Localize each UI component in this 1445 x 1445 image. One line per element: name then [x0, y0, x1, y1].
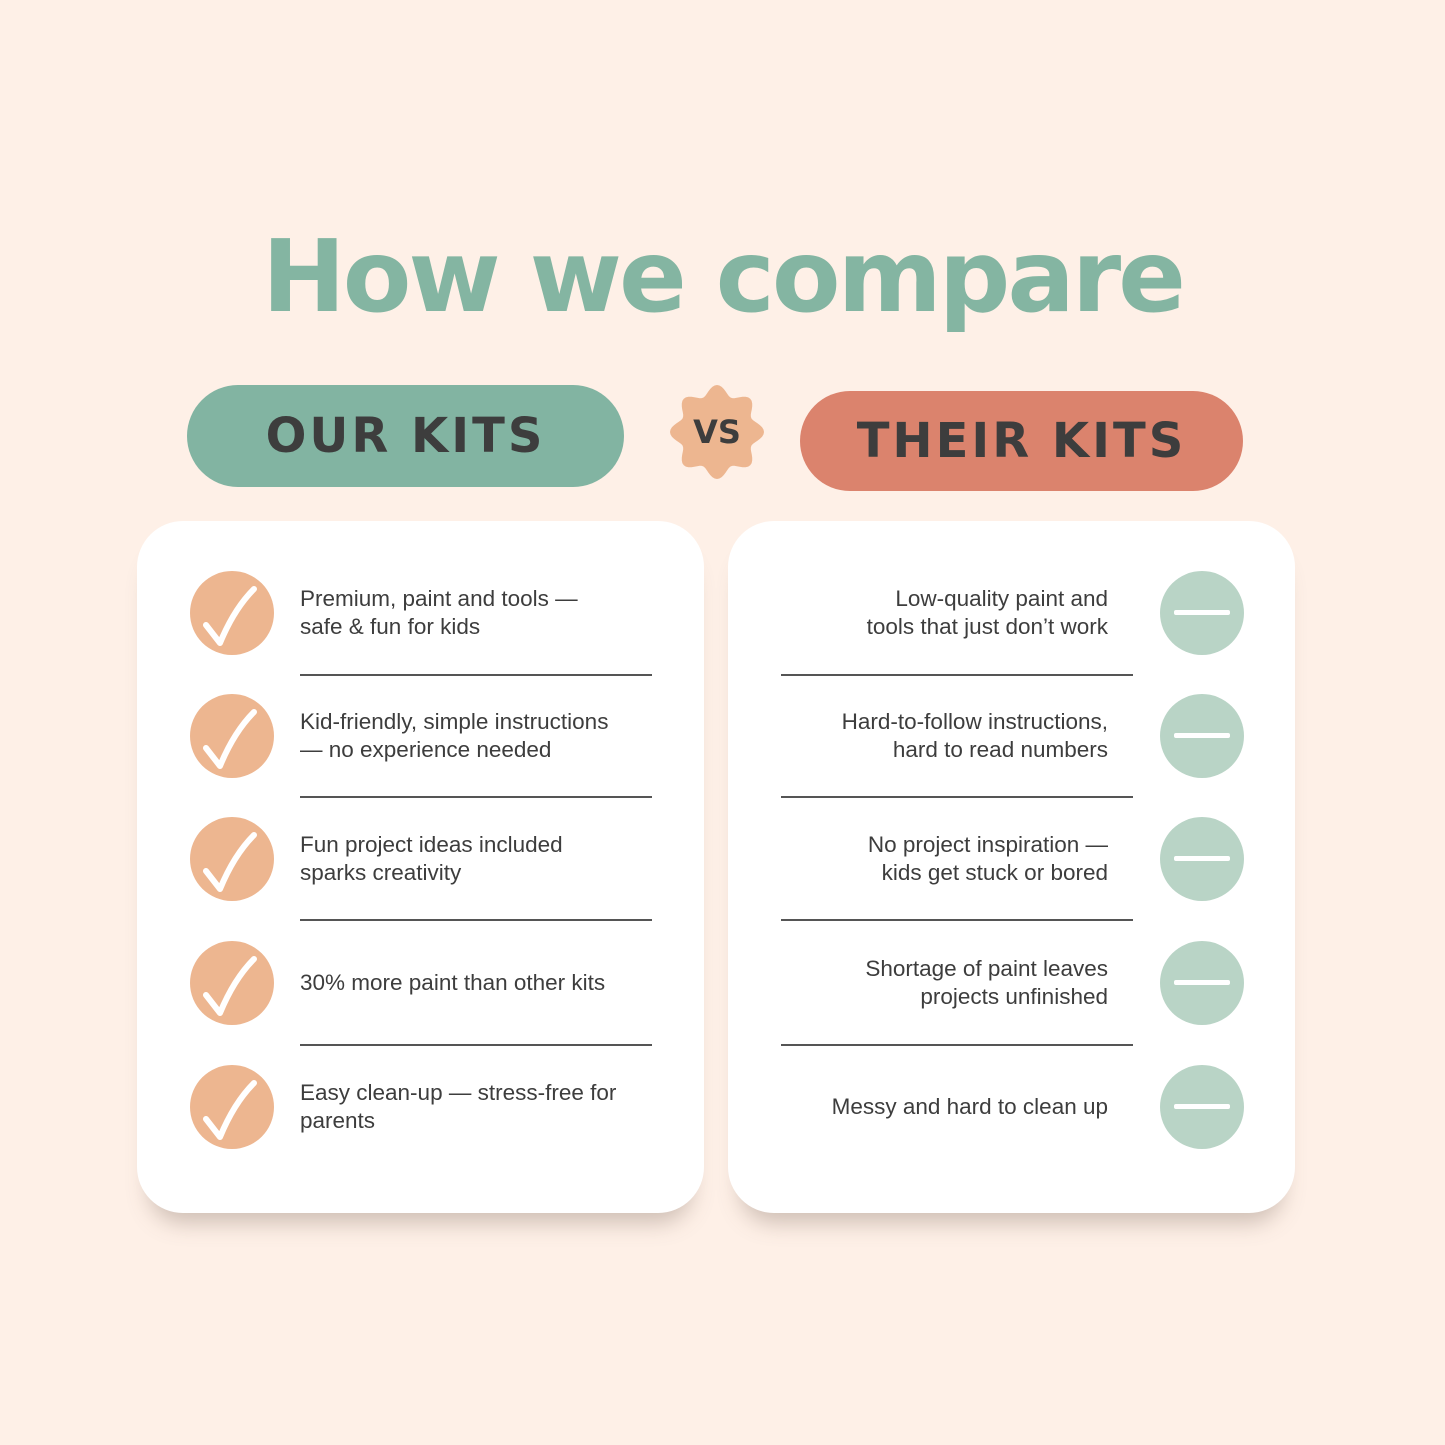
item-text-wrap: No project inspiration — kids get stuck … — [768, 817, 1108, 901]
comparison-item: Fun project ideas included sparks creati… — [137, 817, 704, 901]
divider — [781, 674, 1133, 676]
item-text: Messy and hard to clean up — [831, 1094, 1108, 1119]
item-text: Shortage of paint leaves projects unfini… — [865, 956, 1108, 1009]
dash-icon — [1160, 941, 1244, 1025]
comparison-item: Shortage of paint leaves projects unfini… — [728, 941, 1295, 1025]
divider — [300, 1044, 652, 1046]
comparison-item: Easy clean-up — stress-free for parents — [137, 1065, 704, 1149]
check-icon — [190, 571, 274, 655]
check-icon — [190, 941, 274, 1025]
comparison-item: 30% more paint than other kits — [137, 941, 704, 1025]
item-text-wrap: 30% more paint than other kits — [300, 941, 670, 1025]
divider — [781, 796, 1133, 798]
comparison-item: No project inspiration — kids get stuck … — [728, 817, 1295, 901]
divider — [781, 919, 1133, 921]
dash-icon — [1160, 1065, 1244, 1149]
our-kits-card: Premium, paint and tools — safe & fun fo… — [137, 521, 704, 1213]
item-text: No project inspiration — kids get stuck … — [867, 832, 1108, 885]
comparison-item: Kid-friendly, simple instructions — no e… — [137, 694, 704, 778]
item-text-wrap: Messy and hard to clean up — [768, 1065, 1108, 1149]
item-text-wrap: Easy clean-up — stress-free for parents — [300, 1065, 670, 1149]
item-text-wrap: Low-quality paint and tools that just do… — [768, 571, 1108, 655]
item-text: Fun project ideas included sparks creati… — [300, 832, 563, 885]
their-kits-card: Low-quality paint and tools that just do… — [728, 521, 1295, 1213]
check-icon — [190, 694, 274, 778]
item-text-wrap: Hard-to-follow instructions, hard to rea… — [768, 694, 1108, 778]
item-text: Easy clean-up — stress-free for parents — [300, 1080, 617, 1133]
item-text: Kid-friendly, simple instructions — no e… — [300, 709, 609, 762]
item-text-wrap: Premium, paint and tools — safe & fun fo… — [300, 571, 670, 655]
dash-icon — [1160, 694, 1244, 778]
item-text-wrap: Fun project ideas included sparks creati… — [300, 817, 670, 901]
item-text: 30% more paint than other kits — [300, 970, 606, 995]
comparison-item: Messy and hard to clean up — [728, 1065, 1295, 1149]
item-text: Premium, paint and tools — safe & fun fo… — [300, 586, 578, 639]
check-icon — [190, 1065, 274, 1149]
page-title: How we compare — [262, 218, 1186, 335]
check-icon — [190, 817, 274, 901]
item-text: Hard-to-follow instructions, hard to rea… — [841, 709, 1108, 762]
divider — [781, 1044, 1133, 1046]
dash-icon — [1160, 571, 1244, 655]
badge-shape-icon — [670, 385, 764, 479]
item-text: Low-quality paint and tools that just do… — [866, 586, 1108, 639]
comparison-item: Premium, paint and tools — safe & fun fo… — [137, 571, 704, 655]
item-text-wrap: Shortage of paint leaves projects unfini… — [768, 941, 1108, 1025]
vs-badge: VS — [669, 384, 765, 480]
divider — [300, 796, 652, 798]
vs-label: VS — [693, 413, 741, 451]
dash-icon — [1160, 817, 1244, 901]
our-kits-header: OUR KITS — [187, 385, 624, 487]
divider — [300, 674, 652, 676]
their-kits-header: THEIR KITS — [800, 391, 1243, 491]
item-text-wrap: Kid-friendly, simple instructions — no e… — [300, 694, 670, 778]
comparison-item: Hard-to-follow instructions, hard to rea… — [728, 694, 1295, 778]
divider — [300, 919, 652, 921]
comparison-item: Low-quality paint and tools that just do… — [728, 571, 1295, 655]
